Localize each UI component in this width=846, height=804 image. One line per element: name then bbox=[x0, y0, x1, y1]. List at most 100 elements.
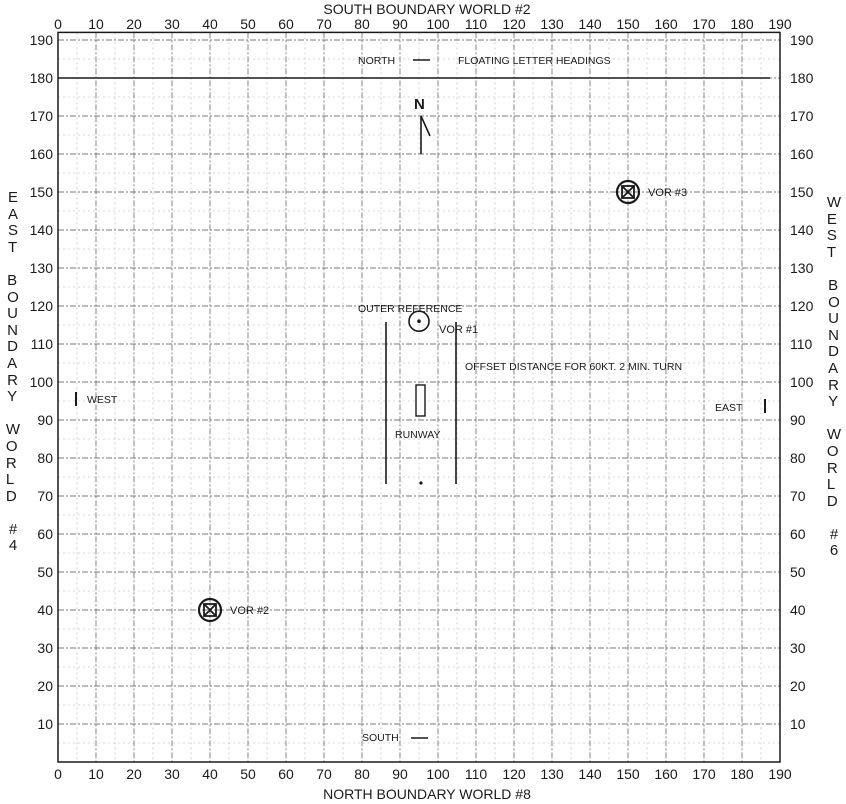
x-tick-label-top: 180 bbox=[730, 16, 754, 32]
vertical-title-letter: 6 bbox=[829, 542, 839, 560]
y-tick-label-left: 110 bbox=[31, 336, 54, 352]
x-tick-label-top: 90 bbox=[392, 16, 408, 32]
y-tick-label-right: 40 bbox=[790, 602, 806, 618]
vertical-title-letter: R bbox=[5, 454, 17, 472]
y-tick-label-right: 100 bbox=[790, 374, 814, 390]
vertical-title-letter: A bbox=[7, 354, 18, 372]
vertical-title-letter: R bbox=[828, 376, 839, 394]
offset-distance-label: OFFSET DISTANCE FOR 60KT. 2 MIN. TURN bbox=[465, 361, 682, 373]
x-tick-label-bottom: 0 bbox=[54, 766, 62, 782]
grid-frame bbox=[57, 31, 781, 763]
x-tick-label-top: 70 bbox=[316, 16, 332, 32]
vertical-title-letter: D bbox=[5, 487, 17, 505]
vertical-title-letter: Y bbox=[7, 388, 18, 406]
axis-tick-labels: 0 0 10 10 20 20 30 30 40 40 50 50 60 60 70 70 80 80 90 90 10… bbox=[30, 16, 814, 782]
vertical-title-letter: N bbox=[828, 326, 839, 344]
x-tick-label-top: 80 bbox=[354, 16, 370, 32]
x-tick-label-bottom: 180 bbox=[730, 766, 754, 782]
x-tick-label-bottom: 140 bbox=[578, 766, 602, 782]
vor-2-label: VOR #2 bbox=[230, 605, 269, 617]
north-arrow-icon: N bbox=[414, 96, 431, 154]
outer-reference-label: OUTER REFERENCE bbox=[358, 303, 462, 315]
vor-1-label: VOR #1 bbox=[439, 324, 478, 336]
vertical-title-letter: E bbox=[7, 189, 18, 206]
x-tick-label-bottom: 50 bbox=[240, 766, 256, 782]
y-tick-label-right: 120 bbox=[790, 298, 814, 314]
vertical-title-letter: 4 bbox=[8, 537, 18, 555]
x-tick-label-top: 50 bbox=[240, 16, 256, 32]
vertical-title-letter: N bbox=[7, 321, 18, 339]
vertical-title-letter: W bbox=[826, 426, 842, 444]
vertical-title-letter: Y bbox=[828, 393, 839, 411]
x-tick-label-bottom: 80 bbox=[354, 766, 370, 782]
x-tick-label-bottom: 190 bbox=[768, 766, 792, 782]
x-tick-label-bottom: 10 bbox=[88, 766, 104, 782]
vertical-title-letter: U bbox=[828, 310, 839, 328]
vertical-title-letter: O bbox=[826, 442, 839, 460]
y-tick-label-left: 10 bbox=[37, 716, 53, 732]
y-tick-label-right: 20 bbox=[790, 678, 806, 694]
vertical-title-letter: D bbox=[826, 492, 838, 510]
x-tick-label-top: 40 bbox=[202, 16, 218, 32]
x-tick-label-top: 140 bbox=[578, 16, 602, 32]
north-heading-label: NORTH bbox=[358, 55, 395, 67]
vertical-title-letter: S bbox=[7, 222, 18, 240]
vertical-title-letter: B bbox=[7, 271, 18, 289]
vertical-title-letter: A bbox=[7, 205, 18, 223]
vertical-title-letter: B bbox=[828, 276, 839, 294]
vertical-title-letter: R bbox=[826, 459, 838, 477]
x-tick-label-bottom: 30 bbox=[164, 766, 180, 782]
y-tick-label-left: 170 bbox=[30, 108, 54, 124]
north-arrow-letter: N bbox=[414, 96, 425, 113]
vertical-title-letter: O bbox=[828, 293, 840, 311]
x-tick-label-bottom: 150 bbox=[616, 766, 640, 782]
x-tick-label-bottom: 60 bbox=[278, 766, 294, 782]
x-tick-label-top: 20 bbox=[126, 16, 142, 32]
vertical-title-letter: U bbox=[7, 305, 18, 323]
y-tick-label-left: 160 bbox=[30, 146, 54, 162]
y-tick-label-left: 60 bbox=[37, 526, 53, 542]
y-tick-label-left: 190 bbox=[30, 32, 54, 48]
x-tick-label-top: 190 bbox=[768, 16, 792, 32]
y-tick-label-right: 90 bbox=[790, 412, 806, 428]
x-tick-label-top: 0 bbox=[54, 16, 62, 32]
runway-label: RUNWAY bbox=[395, 429, 441, 441]
vor-2-marker bbox=[197, 597, 223, 623]
y-tick-label-right: 60 bbox=[790, 526, 806, 542]
left-boundary-title: E A S T B O U N D A R Y W O R L D #4 bbox=[4, 189, 22, 555]
west-label: WEST bbox=[87, 394, 118, 406]
x-tick-label-top: 170 bbox=[692, 16, 716, 32]
right-boundary-title: W E S T B O U N D A R Y W O R L D #6 bbox=[825, 194, 843, 560]
vertical-title-letter: # bbox=[829, 525, 839, 543]
y-tick-label-right: 30 bbox=[790, 640, 806, 656]
vor-3-marker bbox=[615, 179, 641, 205]
y-tick-label-left: 180 bbox=[30, 70, 54, 86]
x-tick-label-top: 110 bbox=[465, 16, 488, 32]
vor-3-label: VOR #3 bbox=[648, 187, 687, 199]
vertical-title-letter: L bbox=[826, 476, 836, 494]
x-tick-label-bottom: 20 bbox=[126, 766, 142, 782]
y-tick-label-right: 160 bbox=[790, 146, 814, 162]
vertical-title-letter: R bbox=[7, 371, 18, 389]
x-tick-label-bottom: 120 bbox=[502, 766, 526, 782]
y-tick-label-left: 50 bbox=[37, 564, 53, 580]
x-tick-label-bottom: 40 bbox=[202, 766, 218, 782]
top-boundary-title: SOUTH BOUNDARY WORLD #2 bbox=[323, 1, 530, 17]
x-tick-label-top: 120 bbox=[502, 16, 526, 32]
x-tick-label-bottom: 130 bbox=[540, 766, 564, 782]
vertical-title-letter: W bbox=[826, 194, 842, 211]
y-tick-label-right: 190 bbox=[790, 32, 814, 48]
vertical-title-word: #6 bbox=[829, 525, 839, 560]
y-tick-label-right: 140 bbox=[790, 222, 814, 238]
runway-rectangle bbox=[415, 384, 426, 417]
south-label: SOUTH bbox=[362, 732, 399, 744]
y-tick-label-left: 20 bbox=[37, 678, 53, 694]
vertical-title-letter: E bbox=[826, 210, 837, 228]
